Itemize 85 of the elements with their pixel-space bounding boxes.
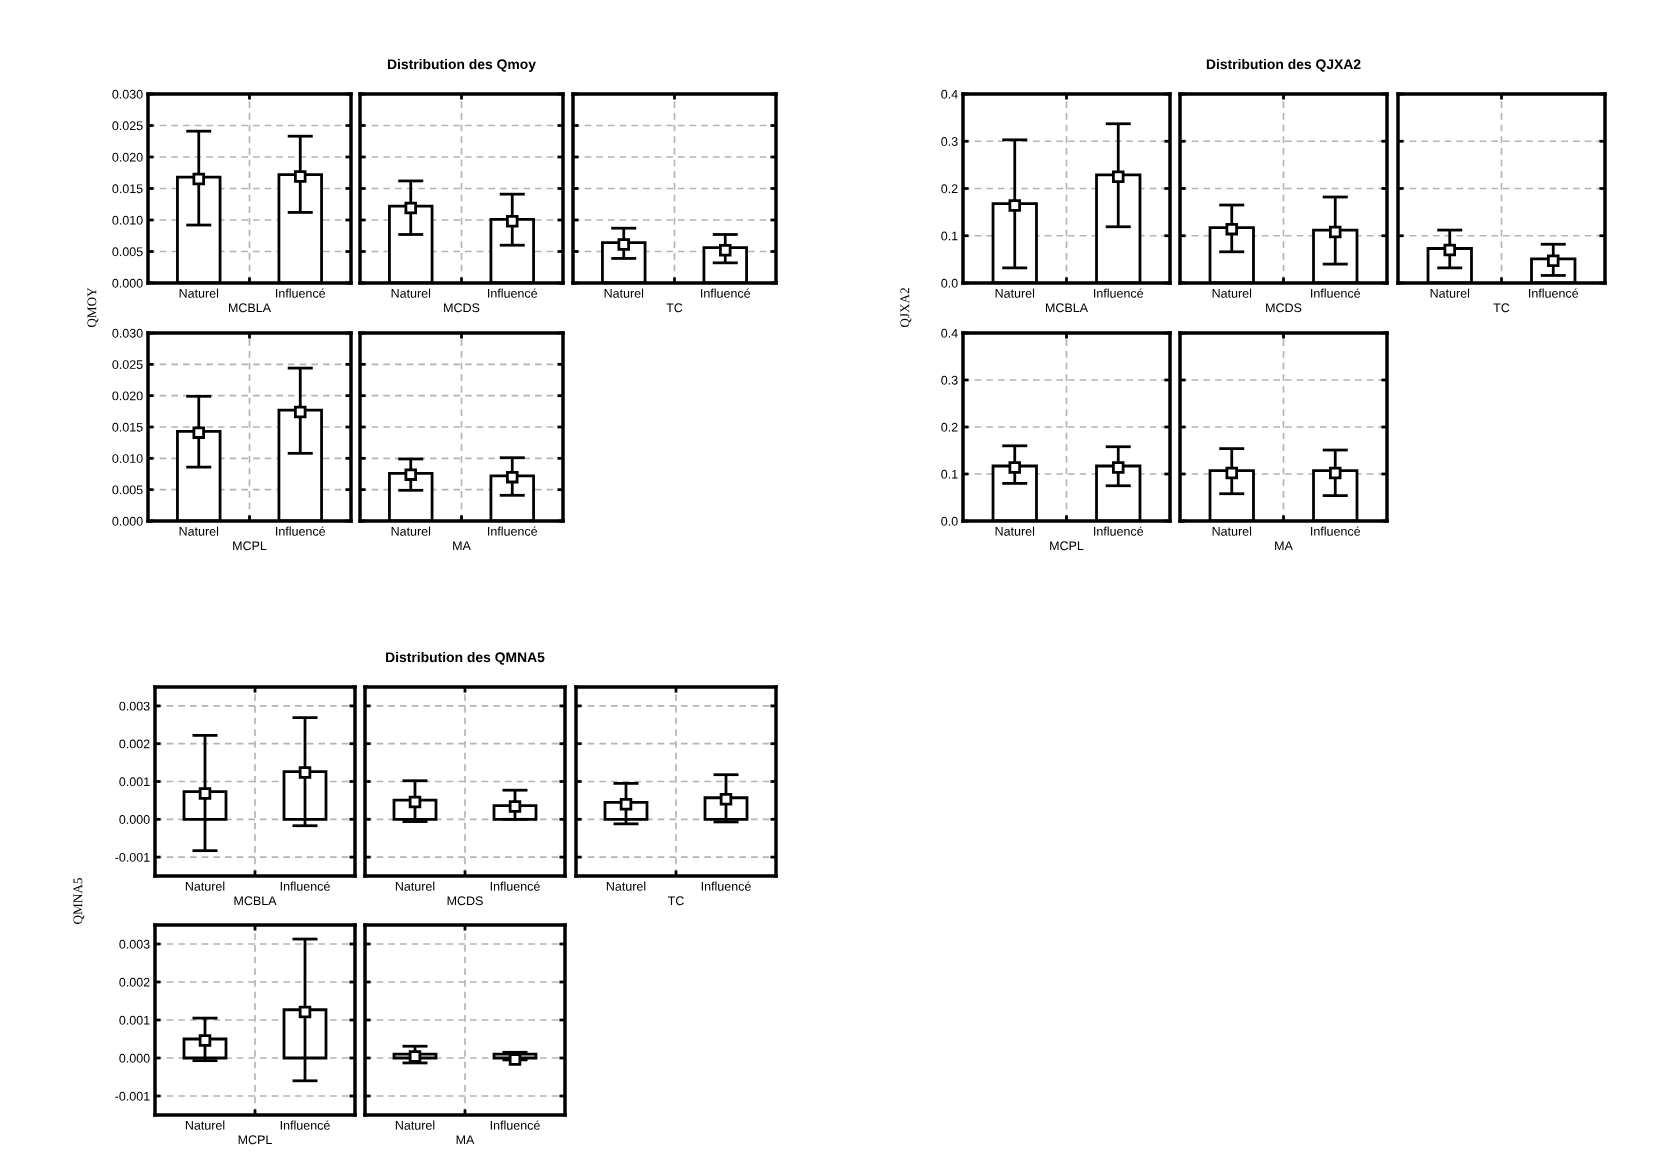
x-tick-label: Naturel [606, 881, 646, 891]
x-tick-label: Influencé [1094, 526, 1144, 536]
x-axis-title: MCPL [1050, 541, 1084, 551]
x-tick-label: Naturel [1430, 288, 1470, 298]
chart-title: Distribution des QMNA5 [386, 651, 545, 665]
x-tick-label: Naturel [395, 1120, 435, 1130]
y-axis-title: QJXA2 [900, 288, 912, 328]
x-tick-label: Naturel [395, 881, 435, 891]
y-tick-label: 0.015 [112, 422, 143, 432]
y-tick-label: 0.030 [112, 328, 143, 338]
y-tick-label: 0.015 [112, 184, 143, 194]
x-axis-title: MA [453, 541, 471, 551]
y-tick-label: 0.000 [112, 278, 143, 288]
x-axis-title: MCPL [233, 541, 267, 551]
x-tick-label: Naturel [604, 288, 644, 298]
x-tick-label: Influencé [488, 526, 538, 536]
y-tick-label: 0.025 [112, 121, 143, 131]
x-tick-label: Influencé [1529, 288, 1579, 298]
x-tick-label: Influencé [701, 288, 751, 298]
x-tick-label: Naturel [185, 881, 225, 891]
y-tick-label: 0.020 [112, 391, 143, 401]
y-tick-label: 0.010 [112, 454, 143, 463]
y-tick-label: 0.1 [941, 231, 958, 241]
y-tick-label: 0.003 [119, 939, 150, 949]
y-tick-label: 0.0 [941, 516, 958, 526]
y-tick-label: 0.0 [941, 278, 958, 288]
x-tick-label: Influencé [490, 881, 540, 891]
y-tick-label: 0.001 [119, 1015, 150, 1025]
chart-title: Distribution des QJXA2 [1206, 58, 1361, 72]
y-tick-label: -0.001 [115, 1091, 150, 1101]
x-tick-label: Influencé [701, 881, 751, 891]
y-tick-label: 0.000 [119, 815, 150, 824]
x-tick-label: Naturel [995, 288, 1035, 298]
y-tick-label: -0.001 [115, 852, 150, 862]
x-tick-label: Naturel [1212, 288, 1252, 298]
x-tick-label: Influencé [280, 881, 330, 891]
y-tick-label: 0.010 [112, 215, 143, 225]
x-axis-title: MCDS [447, 896, 483, 906]
x-axis-title: MCDS [1266, 303, 1302, 313]
x-axis-title: MA [456, 1135, 475, 1145]
y-tick-label: 0.001 [119, 777, 150, 787]
x-tick-label: Naturel [391, 526, 431, 536]
x-tick-label: Naturel [995, 526, 1035, 536]
x-tick-label: Naturel [391, 288, 431, 298]
y-tick-label: 0.2 [941, 184, 958, 194]
x-axis-title: TC [666, 303, 683, 313]
x-axis-title: MCBLA [234, 896, 277, 906]
y-tick-label: 0.4 [941, 328, 958, 338]
x-tick-label: Influencé [488, 288, 538, 298]
x-tick-label: Influencé [280, 1120, 330, 1130]
x-tick-label: Naturel [179, 526, 219, 536]
y-tick-label: 0.4 [941, 89, 958, 99]
x-tick-label: Naturel [1212, 526, 1252, 536]
y-tick-label: 0.030 [112, 89, 143, 99]
y-tick-label: 0.002 [119, 977, 150, 987]
x-axis-title: TC [1493, 303, 1510, 313]
y-tick-label: 0.3 [941, 375, 958, 385]
y-tick-label: 0.000 [112, 516, 143, 526]
x-axis-title: MCDS [444, 303, 480, 313]
y-axis-title: QMOY [87, 287, 99, 328]
y-tick-label: 0.3 [941, 137, 958, 146]
y-tick-label: 0.005 [112, 485, 143, 495]
x-axis-title: MCBLA [1045, 303, 1089, 313]
x-tick-label: Naturel [179, 288, 219, 298]
y-tick-label: 0.025 [112, 360, 143, 369]
y-axis-title: QMNA5 [73, 878, 85, 924]
chart-title: Distribution des Qmoy [387, 58, 536, 72]
x-axis-title: MCBLA [228, 303, 272, 313]
x-axis-title: MA [1275, 541, 1293, 551]
x-axis-title: TC [667, 896, 684, 906]
x-tick-label: Naturel [185, 1120, 225, 1130]
x-tick-label: Influencé [490, 1120, 540, 1130]
y-tick-label: 0.003 [119, 701, 150, 711]
x-tick-label: Influencé [1311, 526, 1361, 536]
y-tick-label: 0.1 [941, 469, 958, 479]
x-tick-label: Influencé [276, 288, 326, 298]
y-tick-label: 0.2 [941, 422, 958, 432]
x-tick-label: Influencé [276, 526, 326, 536]
y-tick-label: 0.000 [119, 1053, 150, 1063]
y-tick-label: 0.005 [112, 247, 143, 257]
x-tick-label: Influencé [1311, 288, 1361, 298]
y-tick-label: 0.002 [119, 739, 150, 749]
y-tick-label: 0.020 [112, 152, 143, 162]
x-axis-title: MCPL [238, 1135, 272, 1145]
x-tick-label: Influencé [1094, 288, 1144, 298]
